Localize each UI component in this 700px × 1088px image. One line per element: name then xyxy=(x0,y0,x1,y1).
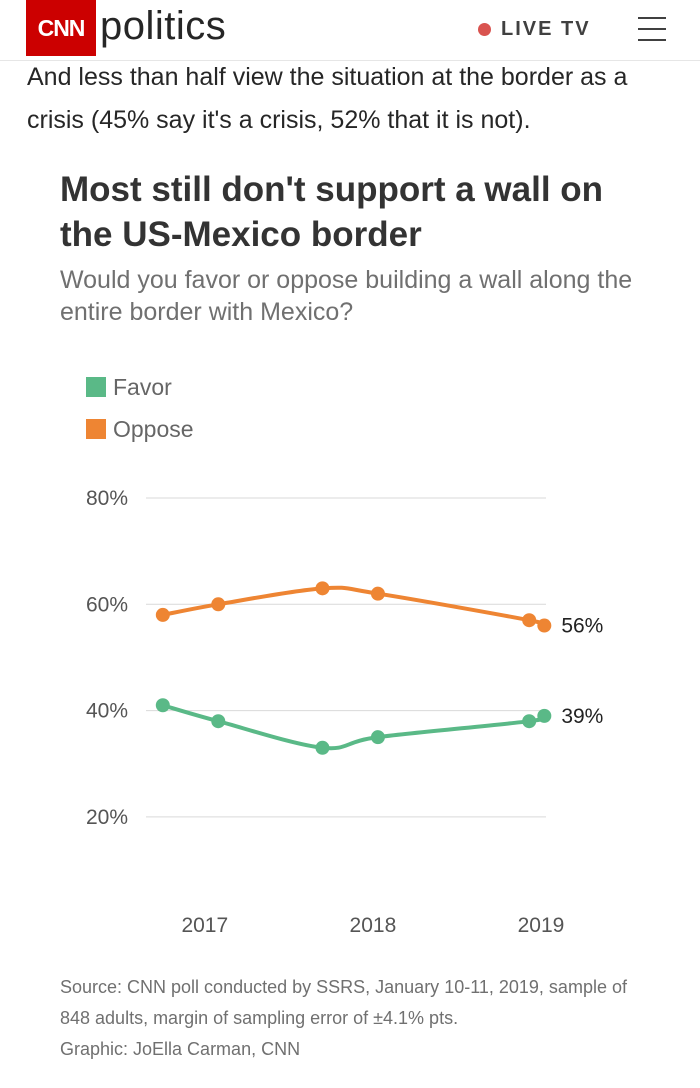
chart-legend: Favor Oppose xyxy=(86,366,194,450)
source-note: Source: CNN poll conducted by SSRS, Janu… xyxy=(60,977,627,1028)
legend-label-favor: Favor xyxy=(113,373,172,400)
line-chart: 80% 60% 40% 20% 2017 2018 2019 39% 56% xyxy=(86,487,603,937)
favor-point xyxy=(315,740,330,755)
chart-subtitle: Would you favor or oppose building a wal… xyxy=(60,266,633,326)
chart-source: Source: CNN poll conducted by SSRS, Janu… xyxy=(60,972,640,1065)
oppose-end-label: 56% xyxy=(561,615,603,638)
y-tick-label: 20% xyxy=(86,806,128,829)
x-tick-label: 2018 xyxy=(350,914,397,937)
favor-point xyxy=(537,708,552,723)
oppose-point xyxy=(155,607,170,622)
oppose-point xyxy=(522,613,537,628)
article-paragraph: And less than half view the situation at… xyxy=(27,63,628,134)
y-tick-label: 80% xyxy=(86,487,128,510)
legend-label-oppose: Oppose xyxy=(113,415,194,442)
section-title[interactable]: politics xyxy=(100,4,227,48)
cnn-logo[interactable]: CNN xyxy=(26,0,96,56)
live-tv-label: LIVE TV xyxy=(501,18,591,40)
y-tick-label: 40% xyxy=(86,700,128,723)
live-dot-icon xyxy=(478,23,491,36)
favor-point xyxy=(155,698,170,713)
favor-end-label: 39% xyxy=(561,705,603,728)
favor-point xyxy=(370,730,385,745)
live-tv-button[interactable]: LIVE TV xyxy=(478,18,591,41)
oppose-point xyxy=(211,597,226,612)
oppose-point xyxy=(315,581,330,596)
favor-swatch-icon xyxy=(86,377,106,397)
oppose-swatch-icon xyxy=(86,419,106,439)
oppose-point xyxy=(537,618,552,633)
chart-title: Most still don't support a wall on the U… xyxy=(60,170,604,254)
menu-icon[interactable] xyxy=(638,15,666,43)
legend-item-favor: Favor xyxy=(86,366,194,408)
x-tick-label: 2019 xyxy=(518,914,565,937)
graphic-credit: Graphic: JoElla Carman, CNN xyxy=(60,1039,301,1059)
favor-point xyxy=(522,714,537,729)
x-tick-label: 2017 xyxy=(181,914,228,937)
favor-point xyxy=(211,714,226,729)
legend-item-oppose: Oppose xyxy=(86,408,194,450)
site-header: CNN politics LIVE TV xyxy=(0,0,700,61)
y-tick-label: 60% xyxy=(86,593,128,616)
oppose-point xyxy=(370,586,385,601)
